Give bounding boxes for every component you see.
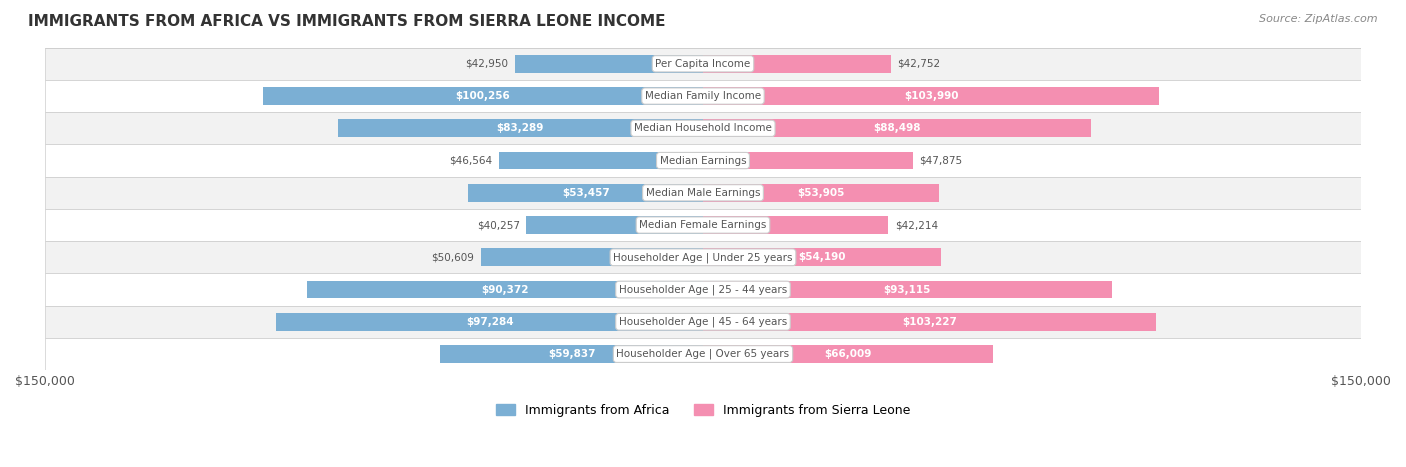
Text: $88,498: $88,498 [873, 123, 921, 133]
Bar [515, 55, 703, 73]
Text: $42,950: $42,950 [465, 59, 508, 69]
Bar [337, 120, 703, 137]
Text: $54,190: $54,190 [799, 252, 845, 262]
Text: $90,372: $90,372 [481, 284, 529, 295]
Bar [703, 152, 912, 170]
Text: Householder Age | Over 65 years: Householder Age | Over 65 years [616, 349, 790, 359]
Bar [307, 281, 703, 298]
Bar [703, 248, 941, 266]
Text: Householder Age | 25 - 44 years: Householder Age | 25 - 44 years [619, 284, 787, 295]
Text: $47,875: $47,875 [920, 156, 963, 166]
Text: Median Male Earnings: Median Male Earnings [645, 188, 761, 198]
Text: Median Female Earnings: Median Female Earnings [640, 220, 766, 230]
Text: Median Earnings: Median Earnings [659, 156, 747, 166]
Text: Median Household Income: Median Household Income [634, 123, 772, 133]
Legend: Immigrants from Africa, Immigrants from Sierra Leone: Immigrants from Africa, Immigrants from … [491, 399, 915, 422]
Bar [703, 313, 1156, 331]
Bar [468, 184, 703, 202]
Text: Median Family Income: Median Family Income [645, 91, 761, 101]
Bar [45, 144, 1361, 177]
Bar [45, 338, 1361, 370]
Bar [526, 216, 703, 234]
Bar [703, 55, 890, 73]
Bar [703, 216, 889, 234]
Bar [276, 313, 703, 331]
Bar [703, 281, 1112, 298]
Bar [481, 248, 703, 266]
Bar [263, 87, 703, 105]
Bar [703, 184, 939, 202]
Bar [45, 306, 1361, 338]
Bar [45, 209, 1361, 241]
Bar [45, 80, 1361, 112]
Text: $103,990: $103,990 [904, 91, 959, 101]
Text: Householder Age | Under 25 years: Householder Age | Under 25 years [613, 252, 793, 262]
Text: $40,257: $40,257 [477, 220, 520, 230]
Text: $46,564: $46,564 [449, 156, 492, 166]
Bar [45, 48, 1361, 80]
Text: $97,284: $97,284 [465, 317, 513, 327]
Bar [499, 152, 703, 170]
Bar [703, 120, 1091, 137]
Text: $53,905: $53,905 [797, 188, 845, 198]
Bar [45, 112, 1361, 144]
Text: Source: ZipAtlas.com: Source: ZipAtlas.com [1260, 14, 1378, 24]
Text: $50,609: $50,609 [432, 252, 474, 262]
Text: $42,214: $42,214 [894, 220, 938, 230]
Bar [45, 274, 1361, 306]
Text: $42,752: $42,752 [897, 59, 941, 69]
Text: $103,227: $103,227 [903, 317, 957, 327]
Bar [45, 177, 1361, 209]
Text: $83,289: $83,289 [496, 123, 544, 133]
Text: $53,457: $53,457 [562, 188, 610, 198]
Bar [703, 345, 993, 363]
Text: $59,837: $59,837 [548, 349, 596, 359]
Bar [440, 345, 703, 363]
Text: IMMIGRANTS FROM AFRICA VS IMMIGRANTS FROM SIERRA LEONE INCOME: IMMIGRANTS FROM AFRICA VS IMMIGRANTS FRO… [28, 14, 665, 29]
Text: $93,115: $93,115 [883, 284, 931, 295]
Text: Householder Age | 45 - 64 years: Householder Age | 45 - 64 years [619, 317, 787, 327]
Text: $100,256: $100,256 [456, 91, 510, 101]
Text: Per Capita Income: Per Capita Income [655, 59, 751, 69]
Bar [703, 87, 1159, 105]
Bar [45, 241, 1361, 274]
Text: $66,009: $66,009 [824, 349, 872, 359]
